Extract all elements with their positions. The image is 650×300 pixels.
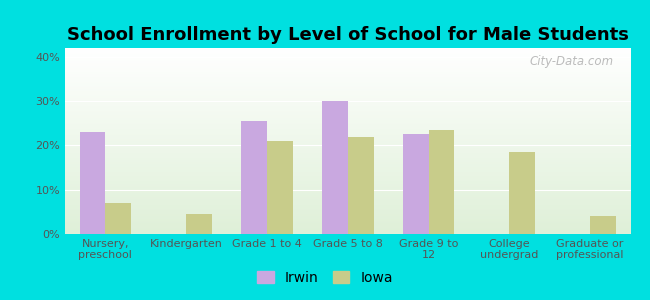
Bar <box>267 141 292 234</box>
Bar <box>186 214 212 234</box>
Bar <box>403 134 428 234</box>
Title: School Enrollment by Level of School for Male Students: School Enrollment by Level of School for… <box>67 26 629 44</box>
Text: City-Data.com: City-Data.com <box>529 56 614 68</box>
Bar <box>348 136 374 234</box>
Bar <box>428 130 454 234</box>
Legend: Irwin, Iowa: Irwin, Iowa <box>252 265 398 290</box>
Bar <box>79 132 105 234</box>
Bar <box>241 121 267 234</box>
Bar <box>322 101 348 234</box>
Bar <box>590 216 616 234</box>
Bar <box>105 203 131 234</box>
Bar <box>510 152 535 234</box>
